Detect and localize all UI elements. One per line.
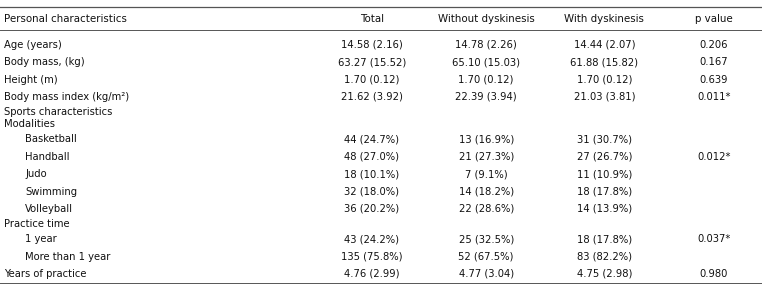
Text: 18 (17.8%): 18 (17.8%) bbox=[577, 186, 632, 197]
Text: Basketball: Basketball bbox=[25, 134, 77, 144]
Text: 14 (13.9%): 14 (13.9%) bbox=[577, 204, 632, 214]
Text: With dyskinesis: With dyskinesis bbox=[565, 14, 644, 24]
Text: 135 (75.8%): 135 (75.8%) bbox=[341, 252, 402, 262]
Text: 52 (67.5%): 52 (67.5%) bbox=[459, 252, 514, 262]
Text: Volleyball: Volleyball bbox=[25, 204, 73, 214]
Text: Age (years): Age (years) bbox=[4, 40, 62, 50]
Text: 48 (27.0%): 48 (27.0%) bbox=[344, 152, 399, 162]
Text: 83 (82.2%): 83 (82.2%) bbox=[577, 252, 632, 262]
Text: 1.70 (0.12): 1.70 (0.12) bbox=[459, 75, 514, 84]
Text: 21 (27.3%): 21 (27.3%) bbox=[459, 152, 514, 162]
Text: 43 (24.2%): 43 (24.2%) bbox=[344, 234, 399, 244]
Text: 27 (26.7%): 27 (26.7%) bbox=[577, 152, 632, 162]
Text: 31 (30.7%): 31 (30.7%) bbox=[577, 134, 632, 144]
Text: Body mass, (kg): Body mass, (kg) bbox=[4, 57, 85, 67]
Text: 0.206: 0.206 bbox=[700, 40, 728, 50]
Text: 65.10 (15.03): 65.10 (15.03) bbox=[452, 57, 520, 67]
Text: p value: p value bbox=[695, 14, 733, 24]
Text: 18 (10.1%): 18 (10.1%) bbox=[344, 169, 399, 179]
Text: 22.39 (3.94): 22.39 (3.94) bbox=[456, 92, 517, 102]
Text: 44 (24.7%): 44 (24.7%) bbox=[344, 134, 399, 144]
Text: 22 (28.6%): 22 (28.6%) bbox=[459, 204, 514, 214]
Text: 13 (16.9%): 13 (16.9%) bbox=[459, 134, 514, 144]
Text: Practice time: Practice time bbox=[4, 219, 69, 229]
Text: 7 (9.1%): 7 (9.1%) bbox=[465, 169, 507, 179]
Text: More than 1 year: More than 1 year bbox=[25, 252, 110, 262]
Text: Body mass index (kg/m²): Body mass index (kg/m²) bbox=[4, 92, 129, 102]
Text: Years of practice: Years of practice bbox=[4, 269, 86, 279]
Text: 36 (20.2%): 36 (20.2%) bbox=[344, 204, 399, 214]
Text: Sports characteristics: Sports characteristics bbox=[4, 107, 112, 117]
Text: Height (m): Height (m) bbox=[4, 75, 57, 84]
Text: Total: Total bbox=[360, 14, 384, 24]
Text: 61.88 (15.82): 61.88 (15.82) bbox=[570, 57, 639, 67]
Text: 0.037*: 0.037* bbox=[697, 234, 731, 244]
Text: 14.58 (2.16): 14.58 (2.16) bbox=[341, 40, 403, 50]
Text: 32 (18.0%): 32 (18.0%) bbox=[344, 186, 399, 197]
Text: 4.77 (3.04): 4.77 (3.04) bbox=[459, 269, 514, 279]
Text: 0.980: 0.980 bbox=[700, 269, 728, 279]
Text: Personal characteristics: Personal characteristics bbox=[4, 14, 126, 24]
Text: 14 (18.2%): 14 (18.2%) bbox=[459, 186, 514, 197]
Text: 18 (17.8%): 18 (17.8%) bbox=[577, 234, 632, 244]
Text: 21.62 (3.92): 21.62 (3.92) bbox=[341, 92, 403, 102]
Text: 25 (32.5%): 25 (32.5%) bbox=[459, 234, 514, 244]
Text: 4.76 (2.99): 4.76 (2.99) bbox=[344, 269, 399, 279]
Text: 4.75 (2.98): 4.75 (2.98) bbox=[577, 269, 632, 279]
Text: 1.70 (0.12): 1.70 (0.12) bbox=[577, 75, 632, 84]
Text: 14.44 (2.07): 14.44 (2.07) bbox=[574, 40, 635, 50]
Text: 1.70 (0.12): 1.70 (0.12) bbox=[344, 75, 399, 84]
Text: 0.639: 0.639 bbox=[700, 75, 728, 84]
Text: 21.03 (3.81): 21.03 (3.81) bbox=[574, 92, 635, 102]
Text: 14.78 (2.26): 14.78 (2.26) bbox=[455, 40, 517, 50]
Text: Swimming: Swimming bbox=[25, 186, 77, 197]
Text: Handball: Handball bbox=[25, 152, 69, 162]
Text: 63.27 (15.52): 63.27 (15.52) bbox=[338, 57, 406, 67]
Text: Without dyskinesis: Without dyskinesis bbox=[438, 14, 534, 24]
Text: 0.011*: 0.011* bbox=[697, 92, 731, 102]
Text: Modalities: Modalities bbox=[4, 119, 55, 129]
Text: 0.167: 0.167 bbox=[700, 57, 728, 67]
Text: 0.012*: 0.012* bbox=[697, 152, 731, 162]
Text: 11 (10.9%): 11 (10.9%) bbox=[577, 169, 632, 179]
Text: Judo: Judo bbox=[25, 169, 46, 179]
Text: 1 year: 1 year bbox=[25, 234, 57, 244]
